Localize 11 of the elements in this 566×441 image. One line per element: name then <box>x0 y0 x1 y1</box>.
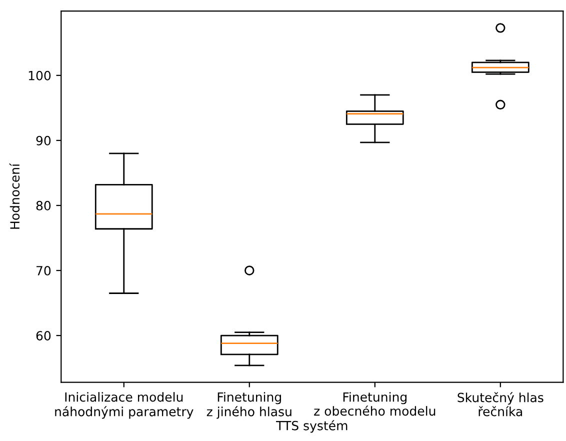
x-tick-label: Finetuning z obecného modelu <box>314 392 436 416</box>
y-tick-label: 100 <box>28 70 51 80</box>
x-axis-title: TTS systém <box>276 420 348 433</box>
y-axis-title: Hodnocení <box>9 163 20 229</box>
x-tick-label: Inicializace modelu náhodnými parametry <box>55 392 194 419</box>
y-tick-label: 60 <box>36 330 51 340</box>
y-tick-label: 90 <box>36 136 51 146</box>
x-tick-label: Skutečný hlas řečníka <box>458 392 544 416</box>
y-tick-label: 80 <box>36 200 51 210</box>
y-tick-label: 70 <box>36 266 51 276</box>
x-tick-label: Finetuning z jiného hlasu <box>206 392 292 419</box>
